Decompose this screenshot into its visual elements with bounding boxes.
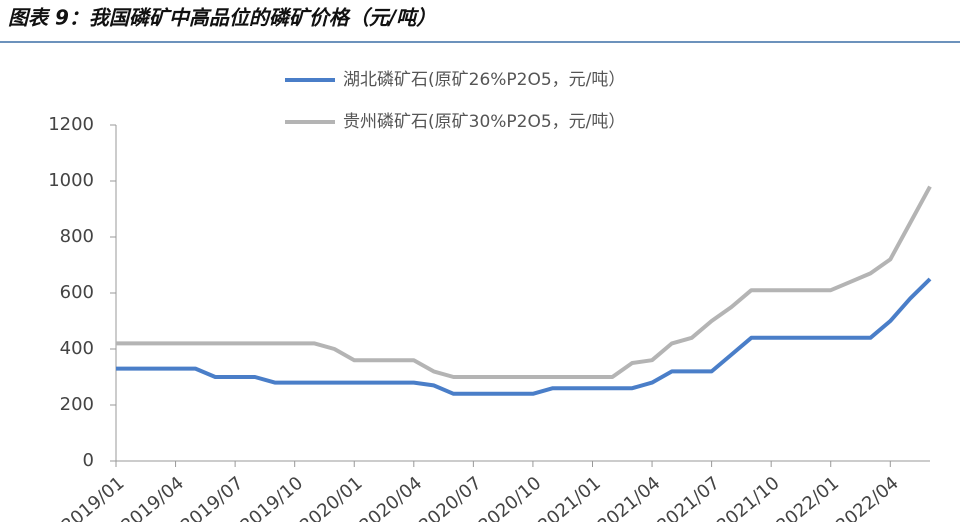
x-tick-label: 2020/10 — [475, 473, 546, 522]
x-tick-label: 2019/10 — [236, 473, 307, 522]
y-tick-label: 1200 — [48, 114, 94, 135]
y-tick-label: 400 — [60, 338, 94, 359]
x-tick-label: 2022/04 — [832, 473, 903, 522]
x-tick-label: 2021/01 — [534, 473, 605, 522]
x-tick-label: 2020/04 — [355, 473, 426, 522]
x-tick-label: 2020/01 — [296, 473, 367, 522]
y-tick-label: 1000 — [48, 170, 94, 191]
x-tick-label: 2021/10 — [713, 473, 784, 522]
x-tick-label: 2021/04 — [594, 473, 665, 522]
legend-label: 湖北磷矿石(原矿26%P2O5，元/吨） — [343, 70, 625, 90]
x-tick-label: 2022/01 — [772, 473, 843, 522]
x-tick-label: 2019/07 — [177, 473, 248, 522]
series-line — [116, 185, 932, 379]
x-tick-label: 2019/01 — [58, 473, 129, 522]
chart-title: 图表 9：我国磷矿中高品位的磷矿价格（元/吨） — [8, 6, 436, 30]
y-tick-label: 600 — [60, 282, 94, 303]
x-tick-label: 2020/07 — [415, 473, 486, 522]
legend-label: 贵州磷矿石(原矿30%P2O5，元/吨） — [343, 112, 625, 132]
y-tick-label: 0 — [83, 450, 94, 471]
series-line — [116, 277, 932, 396]
x-tick-label: 2019/04 — [117, 473, 188, 522]
x-tick-label: 2021/07 — [653, 473, 724, 522]
y-tick-label: 200 — [60, 394, 94, 415]
y-tick-label: 800 — [60, 226, 94, 247]
